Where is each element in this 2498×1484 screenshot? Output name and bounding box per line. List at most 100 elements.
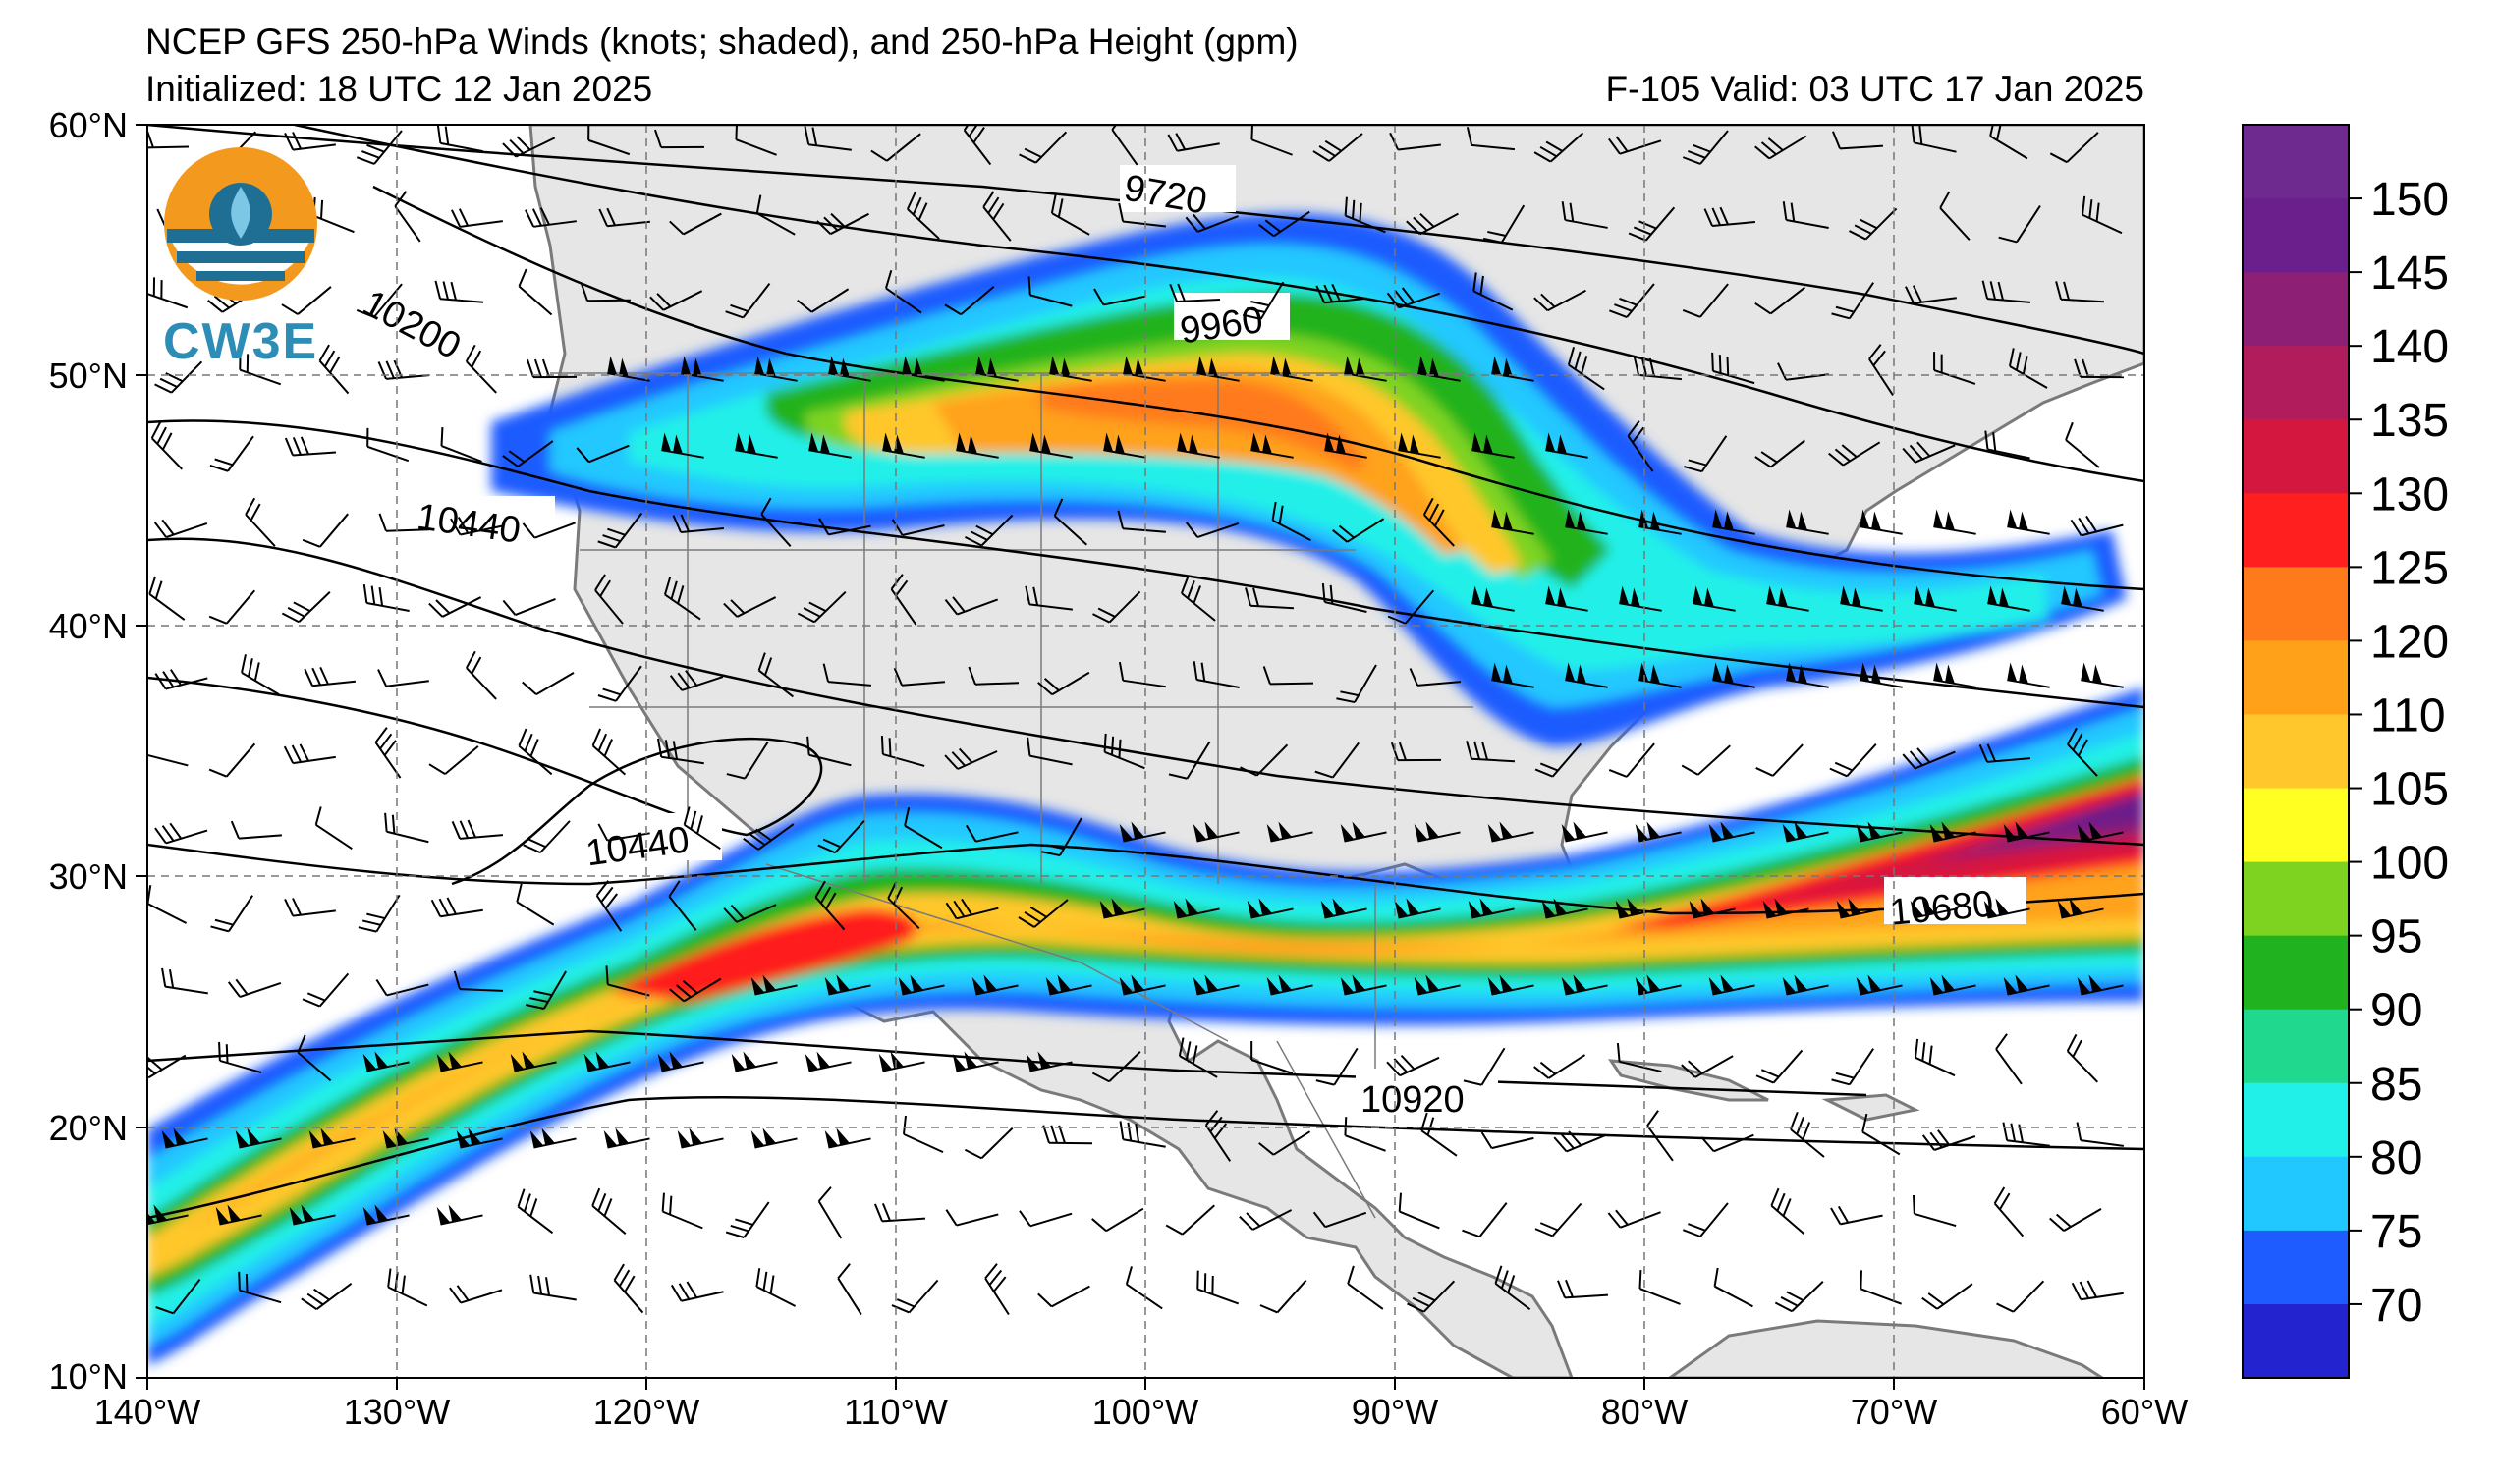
wind-barb: [1635, 974, 1682, 996]
wind-barb: [598, 207, 650, 228]
wind-barb: [723, 904, 777, 923]
wind-barb: [302, 972, 350, 1008]
wind-barb: [723, 596, 777, 618]
wind-barb: [297, 1034, 332, 1082]
wind-barb: [1242, 281, 1285, 320]
wind-barb: [1754, 135, 1807, 160]
wind-barb: [1608, 283, 1655, 318]
wind-barb: [1828, 441, 1881, 467]
wind-barb: [878, 1051, 925, 1072]
wind-barb: [804, 126, 852, 151]
wind-barb: [1646, 1110, 1674, 1162]
wind-barb: [661, 432, 704, 459]
wind-barb: [1099, 898, 1146, 919]
wind-barb: [1786, 662, 1829, 688]
lon-label-140: 140°W: [94, 1392, 200, 1432]
wind-barb: [451, 819, 504, 840]
wind-barb: [239, 351, 282, 386]
wind-barb: [1836, 898, 1883, 919]
lat-label-10: 10°N: [49, 1356, 128, 1397]
wind-barb: [284, 898, 336, 917]
wind-barb: [209, 435, 254, 472]
wind-barb: [2055, 281, 2105, 303]
wind-barb: [683, 806, 721, 851]
wind-barb: [669, 977, 722, 1003]
wind-barb: [358, 894, 401, 933]
wind-barb: [583, 1051, 631, 1072]
wind-barb: [147, 1204, 189, 1226]
wind-barb: [1491, 509, 1534, 535]
wind-barb: [1711, 352, 1755, 385]
wind-barb: [522, 522, 576, 539]
wind-barb: [1689, 898, 1736, 919]
wind-barb: [1782, 201, 1829, 229]
wind-barb: [208, 589, 256, 625]
wind-barb: [1933, 352, 1976, 385]
wind-barb: [884, 269, 922, 314]
wind-barb: [382, 1127, 429, 1149]
wind-barbs: [147, 125, 2125, 1316]
wind-barb: [1266, 821, 1313, 843]
wind-barb: [147, 753, 189, 767]
wind-barb: [880, 736, 925, 767]
wind-barb: [1534, 1202, 1582, 1237]
wind-barb: [1314, 742, 1360, 779]
wind-barb: [982, 191, 1012, 242]
wind-barb: [436, 1051, 483, 1072]
wind-barb: [735, 125, 777, 156]
wind-barb: [1193, 661, 1240, 688]
colorbar-tick-label: 125: [2370, 542, 2449, 594]
wind-barb: [1831, 1048, 1874, 1086]
wind-barb: [1633, 357, 1682, 381]
colorbar-band: [2243, 1009, 2349, 1084]
wind-barb: [808, 432, 852, 459]
wind-barb: [1933, 509, 1976, 535]
wind-barb: [1635, 821, 1682, 843]
wind-barb: [755, 194, 796, 236]
wind-barb: [755, 1268, 797, 1307]
wind-barb: [235, 1127, 282, 1149]
wind-barb: [304, 666, 356, 687]
wind-barb: [1103, 432, 1146, 459]
wind-barb: [1608, 136, 1662, 155]
wind-barb: [975, 356, 1019, 382]
wind-barb: [1271, 501, 1311, 542]
wind-barb: [1684, 435, 1728, 473]
wind-barb: [1117, 510, 1167, 533]
wind-barb: [591, 728, 627, 776]
lat-label-20: 20°N: [49, 1108, 128, 1148]
wind-barb: [1708, 821, 1755, 843]
colorbar-band: [2243, 272, 2349, 347]
wind-barb: [1713, 1267, 1753, 1308]
wind-barb: [1167, 133, 1220, 152]
wind-barb: [1770, 1187, 1805, 1236]
wind-barb: [1463, 1047, 1506, 1086]
wind-barb: [963, 125, 992, 166]
wind-barb: [1557, 1279, 1609, 1299]
lon-label-60: 60°W: [2101, 1392, 2188, 1432]
wind-barb: [672, 514, 724, 534]
wind-barb: [318, 344, 350, 395]
wind-barb: [1258, 1130, 1311, 1156]
wind-barb: [1027, 737, 1073, 766]
colorbar-band: [2243, 493, 2349, 568]
wind-barb: [656, 738, 704, 765]
wind-barb: [436, 125, 483, 153]
wind-barb: [904, 806, 943, 850]
wind-barb: [1178, 1037, 1218, 1078]
wind-barb: [154, 669, 208, 690]
wind-barb: [1053, 498, 1087, 546]
wind-barb: [230, 820, 283, 840]
wind-barb: [653, 129, 705, 149]
wind-barb: [525, 207, 577, 228]
wind-barb: [1332, 518, 1385, 543]
wind-barb: [208, 742, 256, 778]
wind-barb: [1387, 589, 1435, 625]
colorbar-band: [2243, 714, 2349, 790]
wind-barb: [1471, 432, 1515, 459]
wind-barb: [873, 1202, 926, 1223]
lat-label-50: 50°N: [49, 356, 128, 396]
wind-barb: [743, 823, 795, 851]
wind-barb: [362, 1051, 410, 1072]
wind-barb: [2008, 348, 2048, 389]
